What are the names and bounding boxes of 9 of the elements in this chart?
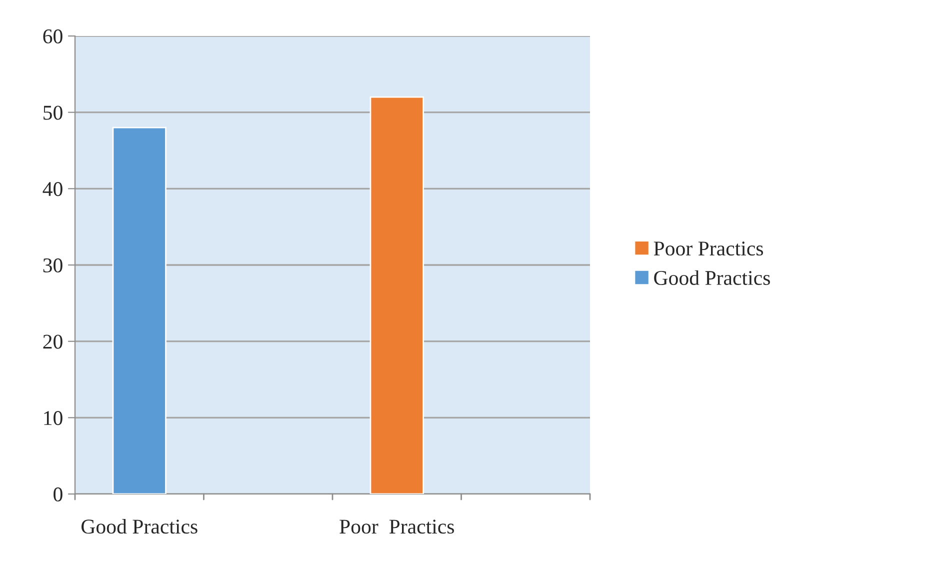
legend-label: Good Practics	[654, 270, 770, 285]
legend-label: Poor Practics	[654, 242, 764, 256]
y-tick-label: 20	[43, 334, 62, 349]
y-tick-label: 40	[42, 182, 62, 196]
y-tick-label: 50	[44, 106, 62, 120]
y-tick-label: 10	[44, 411, 62, 426]
y-tick-label: 0	[54, 487, 62, 502]
y-tick-label: 60	[43, 29, 62, 44]
y-tick-label: 30	[43, 258, 62, 272]
